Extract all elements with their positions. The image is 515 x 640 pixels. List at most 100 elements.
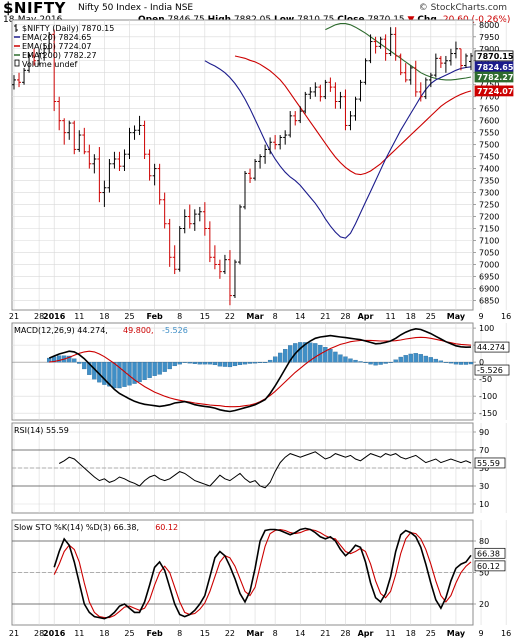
macd-histogram-bar: [267, 359, 273, 363]
macd-histogram-bar: [187, 361, 192, 364]
x-axis-label: 21: [320, 629, 330, 638]
price-bar: [383, 34, 388, 61]
panel-frame: [11, 322, 474, 421]
x-axis-label: 11: [386, 312, 396, 321]
price-bar: [393, 27, 398, 61]
y-tick-label: 7350: [479, 177, 499, 186]
price-bar: [298, 106, 303, 124]
price-bar: [408, 65, 413, 85]
macd-histogram-bar: [72, 358, 77, 363]
price-tag-box: [474, 50, 514, 62]
macd-histogram-bar: [323, 347, 328, 363]
price-bar: [137, 115, 142, 136]
price-bar: [328, 77, 333, 92]
price-bar: [323, 79, 328, 100]
sto-tag-box: [474, 547, 506, 559]
y-tick-label: 7050: [479, 248, 499, 257]
price-bar: [27, 53, 32, 73]
macd-histogram-bar: [252, 361, 258, 364]
x-axis-label: May: [447, 629, 466, 638]
sto-tag-label: 60.12: [477, 562, 500, 571]
x-axis-label: 22: [225, 629, 235, 638]
y-tick-label: 10: [479, 500, 489, 509]
price-bar: [453, 41, 458, 59]
macd-histogram-bar: [57, 355, 62, 363]
price-legend-item: EMA(20) 7824.65: [22, 33, 91, 42]
x-axis-label: 21: [9, 312, 19, 321]
price-bar: [458, 48, 463, 71]
stockcharts-credit[interactable]: © StockCharts.com: [418, 3, 507, 13]
x-axis-label: 25: [426, 629, 436, 638]
price-bar: [338, 91, 343, 109]
y-tick-label: 6850: [479, 296, 499, 305]
price-bar: [348, 111, 353, 131]
macd-histogram-bar: [333, 351, 338, 363]
macd-histogram-bar: [348, 358, 353, 363]
price-bar: [313, 82, 318, 97]
sto-legend-item: Slow STO %K(14) %D(3) 66.38,: [14, 523, 139, 532]
x-axis-label: 25: [426, 312, 436, 321]
macd-histogram-bar: [388, 361, 393, 363]
x-axis-label: 15: [200, 312, 210, 321]
x-axis-label: 16: [501, 312, 511, 321]
price-bar: [167, 218, 172, 267]
panel-frame: [11, 19, 474, 311]
price-bar: [162, 192, 167, 229]
macd-histogram-bar: [46, 357, 52, 363]
x-axis-label: 11: [386, 629, 396, 638]
macd-tag: 44.274: [474, 341, 510, 353]
y-tick-label: 0: [479, 358, 484, 367]
price-bar: [142, 120, 147, 160]
price-bar: [318, 84, 323, 102]
macd-histogram-bar: [162, 361, 167, 372]
price-bar: [122, 149, 127, 171]
price-bar: [92, 154, 97, 174]
y-tick-label: 6950: [479, 272, 499, 281]
price-bar: [388, 27, 393, 56]
macd-histogram-bar: [308, 342, 313, 363]
macd-tag-label: -5.526: [477, 366, 503, 375]
macd-histogram-bar: [313, 343, 318, 363]
x-axis-label: 28: [34, 312, 44, 321]
price-bar: [152, 163, 157, 186]
price-bar: [197, 206, 202, 222]
price-tag: 7824.65: [474, 61, 514, 73]
rsi-line: [58, 451, 472, 489]
y-tick-label: 7550: [479, 129, 499, 138]
price-bar: [248, 168, 253, 183]
macd-histogram-bar: [242, 361, 248, 365]
x-axis-label: 21: [320, 312, 330, 321]
price-bar: [303, 91, 308, 114]
macd-histogram-bar: [212, 361, 218, 366]
ema200-line: [325, 23, 472, 81]
y-tick-label: 7500: [479, 141, 499, 150]
price-tag-box: [474, 85, 514, 97]
chg-value: -20.60 (-0.26%): [439, 15, 511, 25]
x-axis-label: 21: [9, 629, 19, 638]
price-bar: [57, 96, 62, 131]
macd-histogram-bar: [338, 354, 343, 363]
price-bar: [217, 259, 222, 279]
macd-histogram-bar: [328, 349, 333, 363]
price-bar: [343, 89, 348, 131]
price-bar: [102, 180, 107, 207]
price-bar: [112, 151, 117, 169]
price-bar: [12, 75, 16, 90]
price-bar: [222, 254, 227, 275]
price-tag-label: 7870.15: [477, 52, 514, 61]
x-axis-label: 2016: [43, 312, 66, 321]
x-axis-label: 18: [99, 629, 109, 638]
macd-histogram-bar: [373, 361, 378, 366]
price-bar: [253, 159, 258, 181]
macd-histogram-bar: [393, 359, 398, 363]
price-bar: [278, 135, 283, 150]
price-bar: [378, 36, 383, 49]
x-axis-label: 8: [273, 312, 278, 321]
price-bar: [107, 159, 112, 193]
macd-histogram-bar: [368, 361, 373, 365]
y-tick-label: 30: [479, 482, 489, 491]
price-bar: [237, 204, 242, 265]
macd-histogram-bar: [423, 355, 428, 363]
macd-histogram-bar: [453, 361, 459, 365]
x-axis-label: 28: [340, 629, 350, 638]
